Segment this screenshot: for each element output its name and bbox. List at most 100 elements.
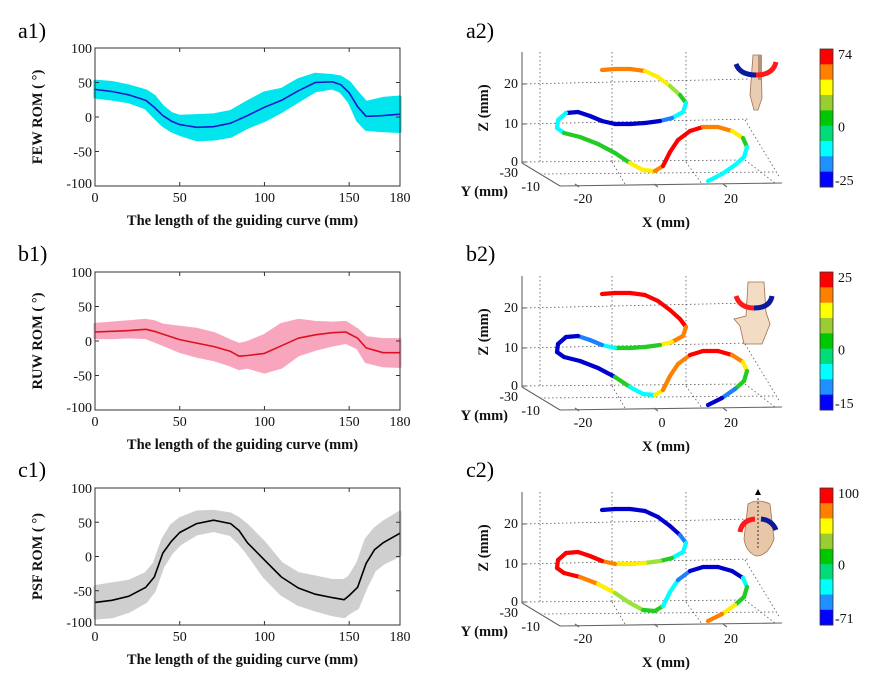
grid-line <box>539 395 776 399</box>
colorbar-label-min: -25 <box>835 174 854 189</box>
curve-segment <box>660 149 673 169</box>
curve-segment <box>719 386 738 401</box>
y-tick-label: -10 <box>521 620 540 635</box>
curve-segment <box>675 568 693 583</box>
colorbar-band <box>820 302 833 319</box>
z-tick-label: 20 <box>504 77 518 92</box>
colorbar-label-min: -15 <box>835 397 854 412</box>
curve-segment <box>642 118 663 126</box>
rotation-arrow-red <box>733 295 755 311</box>
x-axis <box>559 622 783 627</box>
colorbar-band <box>820 333 833 350</box>
chart-b2: b2) 0 10 20 -30-10 -20 0 20 X (mm) Y (mm) Z (mm) 25… <box>461 241 854 455</box>
y-tick-label: 0 <box>85 111 92 126</box>
x-tick <box>653 183 659 188</box>
colorbar-band <box>820 488 833 504</box>
curve-segment <box>627 600 646 613</box>
curve-segment <box>687 348 706 358</box>
curve-segment <box>599 290 618 297</box>
curve-segment <box>729 128 746 141</box>
colorbar-band <box>820 394 833 411</box>
grid-line <box>539 171 776 175</box>
curve-segment <box>705 611 725 624</box>
grid-line <box>744 159 776 184</box>
x-axis-title: X (mm) <box>642 439 690 455</box>
grid-line <box>521 159 746 163</box>
x-tick-label: 20 <box>724 416 738 431</box>
curve-segment <box>627 290 648 298</box>
std-band <box>93 318 402 374</box>
curve-segment <box>595 581 618 596</box>
curve-segment <box>577 134 601 147</box>
x-axis-title: X (mm) <box>642 655 690 671</box>
y-tick-label: 50 <box>78 301 92 316</box>
z-tick-label: 0 <box>511 155 518 170</box>
y-axis <box>521 602 561 627</box>
colorbar-band <box>820 272 833 288</box>
curve-segment <box>705 171 725 184</box>
y-tick-label: 100 <box>71 266 92 281</box>
x-tick-label: 180 <box>390 191 411 206</box>
curve-segment <box>587 113 605 124</box>
curve-segment <box>642 508 661 520</box>
y-tick-label: 50 <box>78 516 92 531</box>
grid-line <box>521 383 746 387</box>
x-tick-label: 0 <box>92 415 99 430</box>
y-axis-title: Y (mm) <box>461 624 509 640</box>
y-axis <box>521 162 561 187</box>
x-tick-label: 0 <box>92 630 99 645</box>
curve-segment <box>667 577 681 595</box>
curve-segment <box>675 352 693 367</box>
curve-segment <box>599 342 618 351</box>
curve-segment <box>687 564 706 574</box>
z-tick-label: 20 <box>504 301 518 316</box>
curve-segment <box>599 66 618 73</box>
curve-segment <box>575 333 593 343</box>
colorbar-band <box>820 594 833 611</box>
colorbar-band <box>820 609 833 626</box>
grid-line <box>744 343 781 403</box>
y-tick-label: 50 <box>78 77 92 92</box>
y-tick-label: 100 <box>71 42 92 57</box>
x-tick-label: 0 <box>659 416 666 431</box>
curve-segment <box>627 160 646 173</box>
curve-segment <box>627 506 648 514</box>
colorbar-band <box>820 95 833 111</box>
curve-segment <box>561 354 583 364</box>
curve-segment <box>660 589 673 609</box>
y-tick-label: -50 <box>73 585 92 600</box>
x-tick <box>574 407 580 412</box>
chart-a2: a2) 0 10 20 -30-10 -20 0 20 X (mm) Y (mm) Z (mm) 74… <box>461 18 854 231</box>
curve-segment <box>667 307 683 322</box>
z-tick-label: 0 <box>511 379 518 394</box>
colorbar-band <box>820 287 833 304</box>
grid-line <box>611 385 626 409</box>
grid-line <box>744 599 776 624</box>
x-tick-label: 0 <box>659 192 666 207</box>
colorbar-band <box>820 579 833 596</box>
x-tick <box>722 183 728 188</box>
colorbar-frame <box>819 48 834 188</box>
z-axis-title: Z (mm) <box>476 524 492 571</box>
colorbar-label-zero: 0 <box>838 559 845 574</box>
y-axis-title: Y (mm) <box>461 184 509 200</box>
grid-line <box>685 385 703 409</box>
curve-segment <box>660 373 673 393</box>
y-tick-label: -30 <box>499 166 518 181</box>
curve-segment <box>642 558 663 566</box>
curve-segment <box>667 83 683 98</box>
x-tick-label: 180 <box>390 415 411 430</box>
colorbar-band <box>820 318 833 334</box>
curve-segment <box>675 128 693 143</box>
z-tick-label: 0 <box>511 595 518 610</box>
curve-segment <box>561 130 583 140</box>
x-tick <box>574 623 580 628</box>
x-axis-title: The length of the guiding curve (mm) <box>127 213 358 229</box>
colorbar-band <box>820 533 833 550</box>
grid-line <box>744 559 781 619</box>
z-axis-title: Z (mm) <box>476 308 492 355</box>
colorbar-frame <box>819 271 834 411</box>
y-axis-title: Y (mm) <box>461 408 509 424</box>
x-tick-label: 50 <box>173 191 187 206</box>
grid-line <box>744 383 776 408</box>
